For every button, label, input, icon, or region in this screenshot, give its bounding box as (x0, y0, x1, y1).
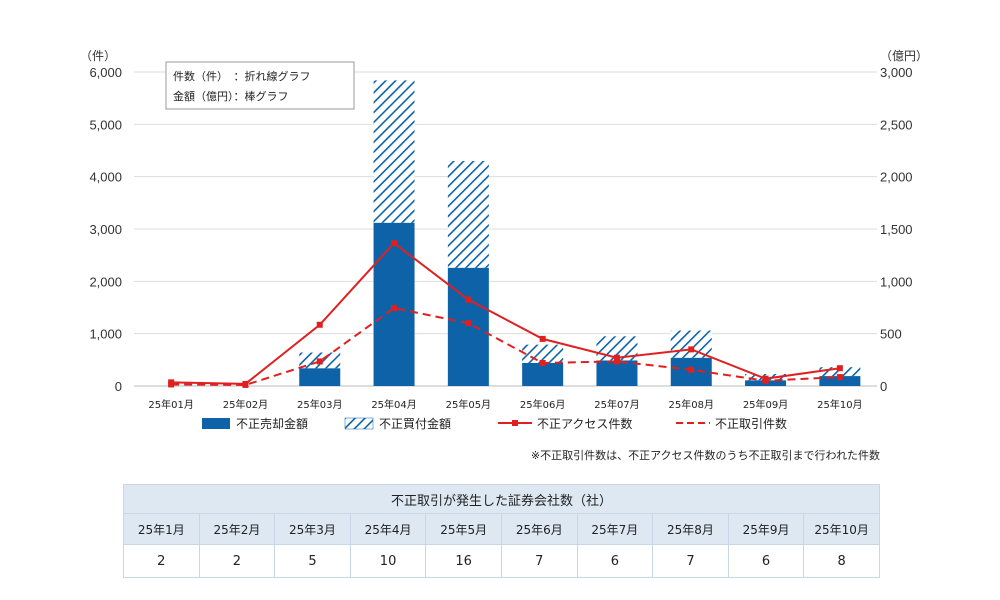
month-header: 25年1月 (123, 513, 200, 545)
lines (168, 240, 843, 388)
left-axis-unit: （件） (80, 49, 116, 63)
bar-buy (447, 160, 489, 268)
legend-label-trades: 不正取引件数 (715, 416, 787, 431)
firms-table-title: 不正取引が発生した証券会社数（社） (123, 484, 880, 514)
right-tick-label: 2,500 (880, 117, 913, 132)
left-tick-label: 2,000 (89, 274, 122, 289)
annotation-line-2: 金額（億円）：棒グラフ (173, 89, 289, 103)
legend-label-sell: 不正売却金額 (236, 416, 308, 431)
right-tick-label: 0 (880, 379, 887, 394)
bar-sell (819, 376, 861, 386)
legend: 不正売却金額 不正買付金額 不正アクセス件数 不正取引件数 (202, 416, 787, 431)
firm-count: 10 (349, 544, 427, 578)
month-header: 25年6月 (500, 513, 578, 545)
firms-table-title-row: 不正取引が発生した証券会社数（社） (123, 484, 880, 514)
firm-count: 7 (652, 544, 729, 578)
firms-table-value-row: 2 2 5 10 16 7 6 7 6 8 (123, 544, 880, 578)
access-count-point (836, 365, 843, 372)
firm-count: 6 (576, 544, 654, 578)
x-axis-ticks: 25年01月 25年02月 25年03月 25年04月 25年05月 25年06月 25年0… (148, 398, 862, 411)
right-tick-label: 1,500 (880, 222, 913, 237)
left-tick-label: 5,000 (89, 117, 122, 132)
access-count-point (539, 335, 546, 342)
x-tick-label: 25年06月 (520, 398, 565, 411)
trade-count-point (836, 374, 843, 381)
bar-sell (299, 368, 341, 386)
left-tick-label: 0 (115, 379, 122, 394)
x-tick-label: 25年03月 (297, 398, 342, 411)
bar-buy (670, 330, 712, 358)
left-tick-label: 1,000 (89, 327, 122, 342)
chart-note: ※不正取引件数は、不正アクセス件数のうち不正取引まで行われた件数 (531, 448, 880, 462)
month-header: 25年7月 (576, 513, 654, 545)
x-tick-label: 25年01月 (148, 398, 193, 411)
bar-sell (596, 360, 638, 386)
annotation-line-1: 件数（件） ：折れ線グラフ (173, 69, 311, 83)
firm-count: 8 (803, 544, 880, 578)
firm-count: 6 (727, 544, 805, 578)
x-tick-label: 25年10月 (817, 398, 862, 411)
trade-count-point (242, 381, 249, 388)
month-header: 25年3月 (274, 513, 351, 545)
bars (299, 80, 861, 386)
firms-table-month-row: 25年1月 25年2月 25年3月 25年4月 25年5月 25年6月 25年7… (123, 513, 880, 545)
bar-sell (373, 222, 415, 386)
left-tick-label: 6,000 (89, 65, 122, 80)
access-count-point (465, 296, 472, 303)
x-tick-label: 25年02月 (223, 398, 268, 411)
fraud-chart: 0 1,000 2,000 3,000 4,000 5,000 6,000 0 500 1,00… (80, 49, 928, 462)
right-tick-label: 2,000 (880, 170, 913, 185)
firm-count: 16 (425, 544, 502, 578)
trade-count-point (613, 358, 620, 365)
right-axis-unit: （億円） (880, 49, 928, 63)
legend-swatch-sell (202, 418, 230, 429)
bar-buy (819, 367, 861, 377)
month-header: 25年4月 (349, 513, 427, 545)
left-tick-label: 4,000 (89, 170, 122, 185)
x-tick-label: 25年05月 (446, 398, 491, 411)
access-count-point (391, 240, 398, 247)
firm-count: 5 (274, 544, 351, 578)
access-count-point (316, 321, 323, 328)
x-tick-label: 25年04月 (371, 398, 416, 411)
right-tick-label: 500 (880, 327, 902, 342)
bar-sell (522, 362, 564, 386)
chart-annotation-box: 件数（件） ：折れ線グラフ 金額（億円）：棒グラフ (165, 61, 355, 110)
trade-count-point (465, 320, 472, 327)
trade-count-line (171, 306, 840, 386)
access-count-line (171, 241, 840, 385)
month-header: 25年9月 (727, 513, 805, 545)
legend-label-access: 不正アクセス件数 (537, 416, 632, 431)
month-header: 25年5月 (425, 513, 502, 545)
trade-count-point (168, 381, 175, 388)
left-tick-label: 3,000 (89, 222, 122, 237)
trade-count-point (316, 358, 323, 365)
trade-count-point (762, 377, 769, 384)
trade-count-point (688, 366, 695, 373)
month-header: 25年2月 (198, 513, 276, 545)
bar-sell (447, 267, 489, 386)
x-tick-label: 25年09月 (743, 398, 788, 411)
access-count-point (688, 346, 695, 353)
right-axis-ticks: 0 500 1,000 1,500 2,000 2,500 3,000 (880, 65, 913, 394)
access-count-point (613, 354, 620, 361)
right-tick-label: 1,000 (880, 274, 913, 289)
firm-count: 7 (500, 544, 578, 578)
gridlines (134, 71, 877, 387)
bar-buy (373, 80, 415, 223)
legend-marker-access (512, 420, 518, 426)
x-tick-label: 25年07月 (594, 398, 639, 411)
firm-count: 2 (198, 544, 276, 578)
month-header: 25年8月 (652, 513, 729, 545)
legend-label-buy: 不正買付金額 (379, 416, 451, 431)
month-header: 25年10月 (803, 513, 880, 545)
trade-count-point (391, 305, 398, 312)
right-tick-label: 3,000 (880, 65, 913, 80)
legend-swatch-buy (344, 417, 374, 430)
left-axis-ticks: 0 1,000 2,000 3,000 4,000 5,000 6,000 (89, 65, 122, 394)
firms-table: 不正取引が発生した証券会社数（社） 25年1月 25年2月 25年3月 25年4… (123, 484, 880, 578)
trade-count-point (539, 359, 546, 366)
x-tick-label: 25年08月 (669, 398, 714, 411)
firm-count: 2 (123, 544, 200, 578)
